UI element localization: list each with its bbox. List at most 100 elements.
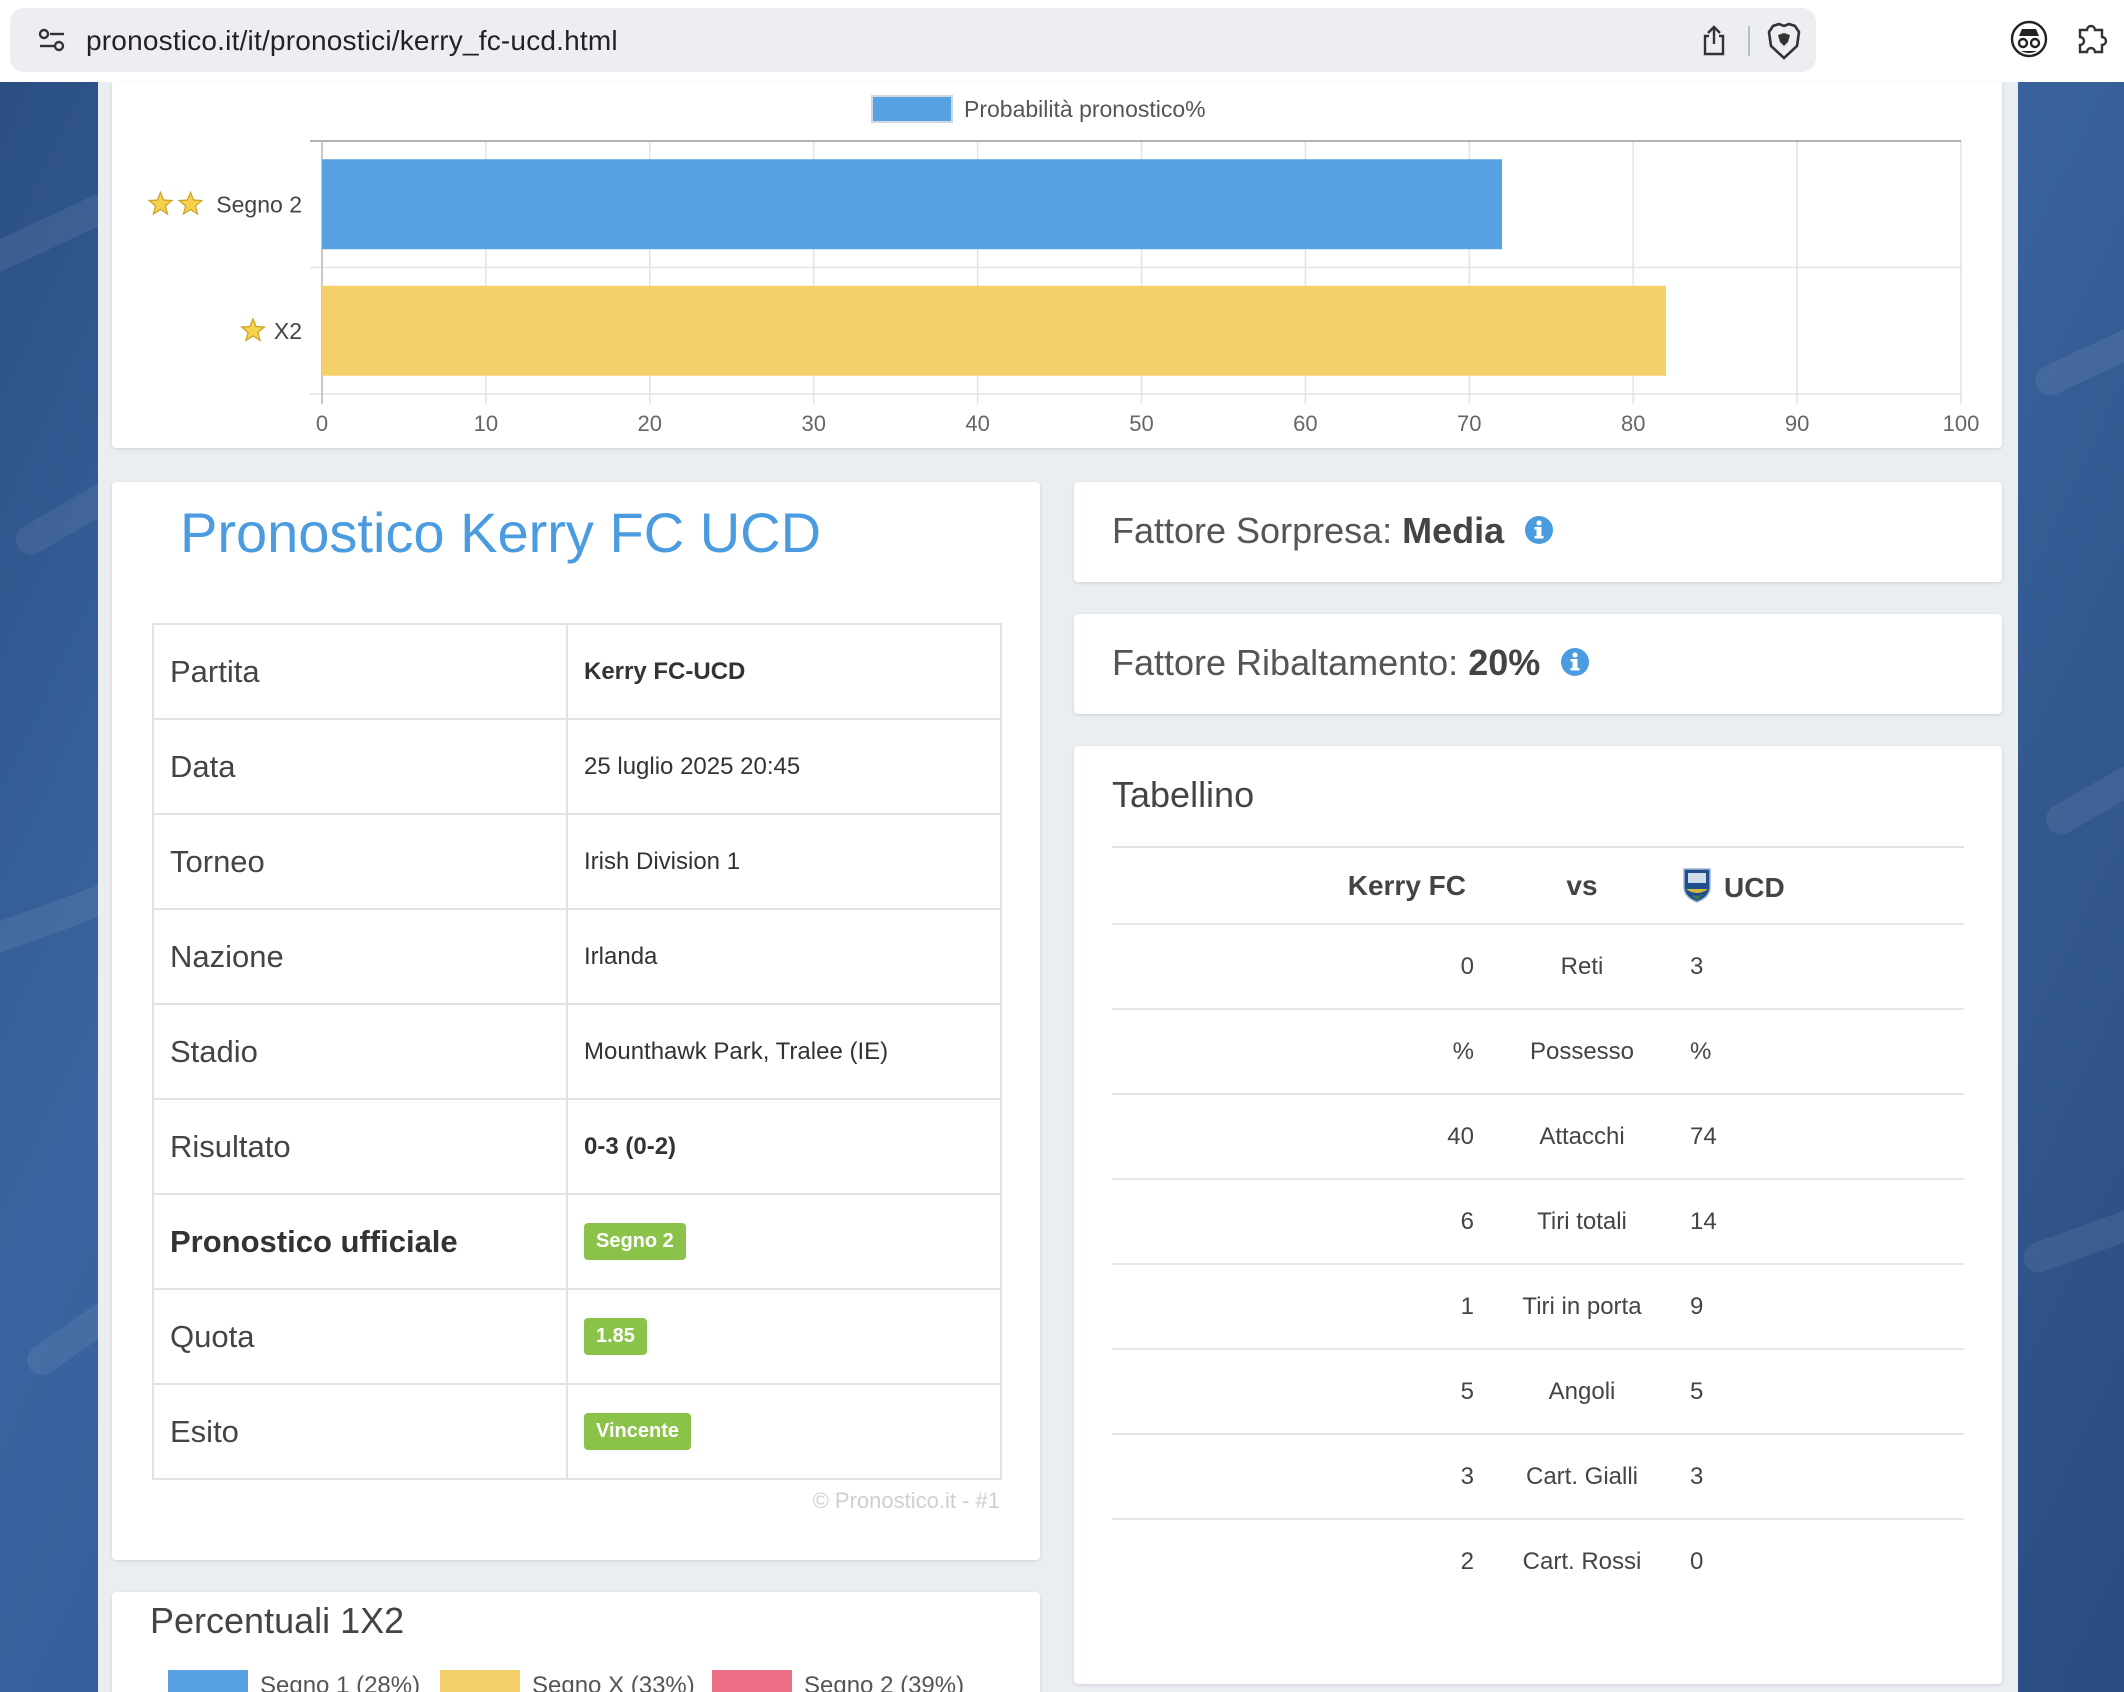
away-stat-value: % [1682, 1009, 1964, 1095]
stat-name: Cart. Gialli [1482, 1434, 1682, 1520]
home-stat-value: 40 [1112, 1094, 1482, 1180]
table-row: Quota 1.85 [152, 1288, 1002, 1385]
section-title: Percentuali 1X2 [150, 1600, 405, 1641]
fattore-sorpresa-panel: Fattore Sorpresa: Media [1074, 482, 2002, 582]
pronostico-badge: Segno 2 [584, 1223, 686, 1260]
home-stat-value: 2 [1460, 1548, 1474, 1575]
row-label: Stadio [152, 1003, 568, 1100]
star-icon [147, 190, 174, 216]
match-info-table: Partita Kerry FC-UCD Data 25 luglio 2025… [152, 623, 1002, 1480]
table-row: 3 Cart. Gialli 3 [1112, 1434, 1964, 1520]
away-team-name: UCD [1724, 872, 1785, 903]
row-label: Partita [152, 623, 568, 720]
x-tick-label: 20 [638, 411, 662, 436]
row-label: Quota [152, 1288, 568, 1385]
stat-name: Tiri in porta [1482, 1264, 1682, 1350]
legend-label-segno-2[interactable]: Segno 2 (39%) [804, 1672, 965, 1692]
row-value: Irlanda [566, 908, 1002, 1005]
away-stat-value: 74 [1682, 1094, 1964, 1180]
x-tick-label: 40 [965, 411, 989, 436]
home-stat-value: 6 [1112, 1179, 1482, 1265]
home-stat-value: 1 [1112, 1264, 1482, 1350]
away-stat-value: 5 [1682, 1349, 1964, 1435]
legend-label-segno-1[interactable]: Segno 1 (28%) [260, 1672, 421, 1692]
row-value: 25 luglio 2025 20:45 [566, 718, 1002, 815]
fattore-sorpresa-label: Fattore Sorpresa: [1112, 510, 1393, 551]
away-stat-value: 0 [1690, 1548, 1704, 1575]
x-tick-label: 0 [316, 411, 328, 436]
tabellino-table: Kerry FC vs UCD 0 Reti 3 % Possesso % 40 [1112, 848, 1964, 1604]
y-category-label: Segno 2 [216, 191, 302, 217]
x-tick-label: 100 [1943, 411, 1980, 436]
page-title: Pronostico Kerry FC UCD [180, 501, 822, 564]
share-icon[interactable] [1700, 24, 1728, 56]
y-category-label: X2 [274, 318, 302, 344]
row-value: Mounthawk Park, Tralee (IE) [566, 1003, 1002, 1100]
x-tick-label: 60 [1293, 411, 1317, 436]
table-row: 6 Tiri totali 14 [1112, 1179, 1964, 1265]
x-tick-label: 10 [474, 411, 498, 436]
stat-name: Reti [1482, 924, 1682, 1010]
row-label: Data [152, 718, 568, 815]
legend-label-segno-x[interactable]: Segno X (33%) [532, 1672, 695, 1692]
url-text[interactable]: pronostico.it/it/pronostici/kerry_fc-ucd… [86, 25, 618, 56]
table-header-row: Kerry FC vs UCD [1112, 848, 1964, 925]
probability-bar-chart: 0 10 20 30 40 50 60 70 80 90 100 Segno 2 X2 Probabili… [147, 95, 1980, 436]
section-title: Tabellino [1112, 774, 1255, 815]
info-icon[interactable] [1560, 647, 1590, 677]
row-label: Nazione [152, 908, 568, 1005]
table-row: Esito Vincente [152, 1383, 1002, 1480]
brave-shields-icon[interactable] [1767, 22, 1801, 60]
stat-name: Tiri totali [1482, 1179, 1682, 1265]
row-label: Risultato [152, 1098, 568, 1195]
star-icon [177, 190, 204, 216]
ucd-crest-icon [1683, 868, 1711, 903]
away-stat-value: 9 [1682, 1264, 1964, 1350]
table-row: 0 Reti 3 [1112, 924, 1964, 1010]
table-row: Pronostico ufficiale Segno 2 [152, 1193, 1002, 1290]
pronostico-panel: Pronostico Kerry FC UCD Partita Kerry FC… [112, 482, 1040, 1560]
table-row: Risultato 0-3 (0-2) [152, 1098, 1002, 1195]
table-row: Partita Kerry FC-UCD [152, 623, 1002, 720]
x-tick-label: 30 [801, 411, 825, 436]
home-stat-value: 3 [1112, 1434, 1482, 1520]
legend-swatch-segno-2[interactable] [712, 1670, 792, 1692]
stat-name: Cart. Rossi [1522, 1548, 1642, 1575]
row-value: Irish Division 1 [566, 813, 1002, 910]
site-settings-icon[interactable] [38, 28, 66, 52]
legend-swatch-segno-1[interactable] [168, 1670, 248, 1692]
legend-swatch [871, 95, 953, 123]
legend-label: Probabilità pronostico% [964, 96, 1206, 122]
legend-swatch-segno-x[interactable] [440, 1670, 520, 1692]
x-tick-label: 80 [1621, 411, 1645, 436]
vs-label: vs [1482, 848, 1682, 925]
toolbar-divider [1748, 26, 1750, 56]
copyright-text: © Pronostico.it - #1 [812, 1488, 1000, 1513]
table-row: Torneo Irish Division 1 [152, 813, 1002, 910]
table-row: 5 Angoli 5 [1112, 1349, 1964, 1435]
bar-x2 [322, 285, 1666, 376]
tabellino-panel: Tabellino Kerry FC vs UCD 0 Reti 3 % Pos… [1074, 746, 2002, 1684]
table-row: % Possesso % [1112, 1009, 1964, 1095]
home-stat-value: 5 [1112, 1349, 1482, 1435]
row-label: Pronostico ufficiale [152, 1193, 568, 1290]
table-row: 1 Tiri in porta 9 [1112, 1264, 1964, 1350]
stat-name: Attacchi [1482, 1094, 1682, 1180]
row-label: Torneo [152, 813, 568, 910]
fattore-sorpresa-value: Media [1402, 510, 1505, 551]
x-tick-label: 50 [1129, 411, 1153, 436]
away-stat-value: 14 [1682, 1179, 1964, 1265]
address-bar[interactable]: pronostico.it/it/pronostici/kerry_fc-ucd… [10, 8, 1816, 72]
home-team-name: Kerry FC [1112, 848, 1482, 925]
home-stat-value: 0 [1112, 924, 1482, 1010]
private-profile-icon[interactable] [2010, 20, 2048, 58]
away-stat-value: 3 [1682, 924, 1964, 1010]
table-row: 40 Attacchi 74 [1112, 1094, 1964, 1180]
table-row: Data 25 luglio 2025 20:45 [152, 718, 1002, 815]
quota-badge: 1.85 [584, 1318, 647, 1355]
info-icon[interactable] [1524, 515, 1554, 545]
extensions-icon[interactable] [2072, 18, 2112, 58]
home-stat-value: % [1112, 1009, 1482, 1095]
esito-badge: Vincente [584, 1413, 691, 1450]
row-label: Esito [152, 1383, 568, 1480]
